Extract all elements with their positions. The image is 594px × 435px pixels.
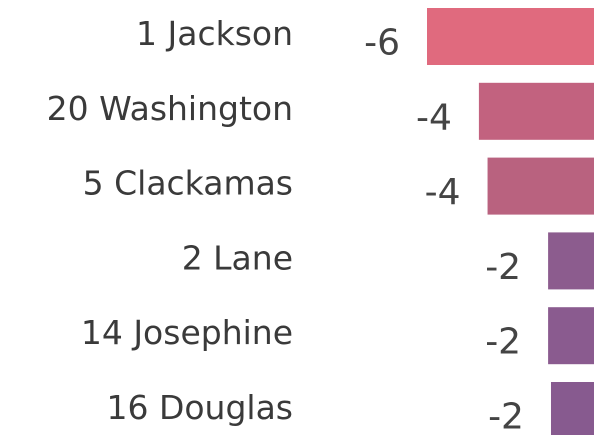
bar (427, 8, 594, 65)
bar (548, 232, 594, 290)
category-label: 14 Josephine (81, 313, 293, 352)
value-label: -2 (488, 397, 524, 435)
category-label: 16 Douglas (106, 388, 293, 427)
bar (548, 307, 594, 365)
bar (478, 82, 594, 140)
category-label: 1 Jackson (136, 14, 293, 53)
value-label: -4 (416, 97, 452, 138)
value-label: -6 (364, 23, 400, 64)
bar (487, 157, 594, 215)
value-label: -4 (425, 172, 461, 213)
category-label: 2 Lane (182, 238, 293, 277)
value-label: -2 (485, 247, 521, 288)
value-label: -2 (485, 322, 521, 363)
category-label: 20 Washington (47, 89, 293, 128)
category-label: 5 Clackamas (83, 164, 293, 203)
bar (550, 382, 594, 435)
